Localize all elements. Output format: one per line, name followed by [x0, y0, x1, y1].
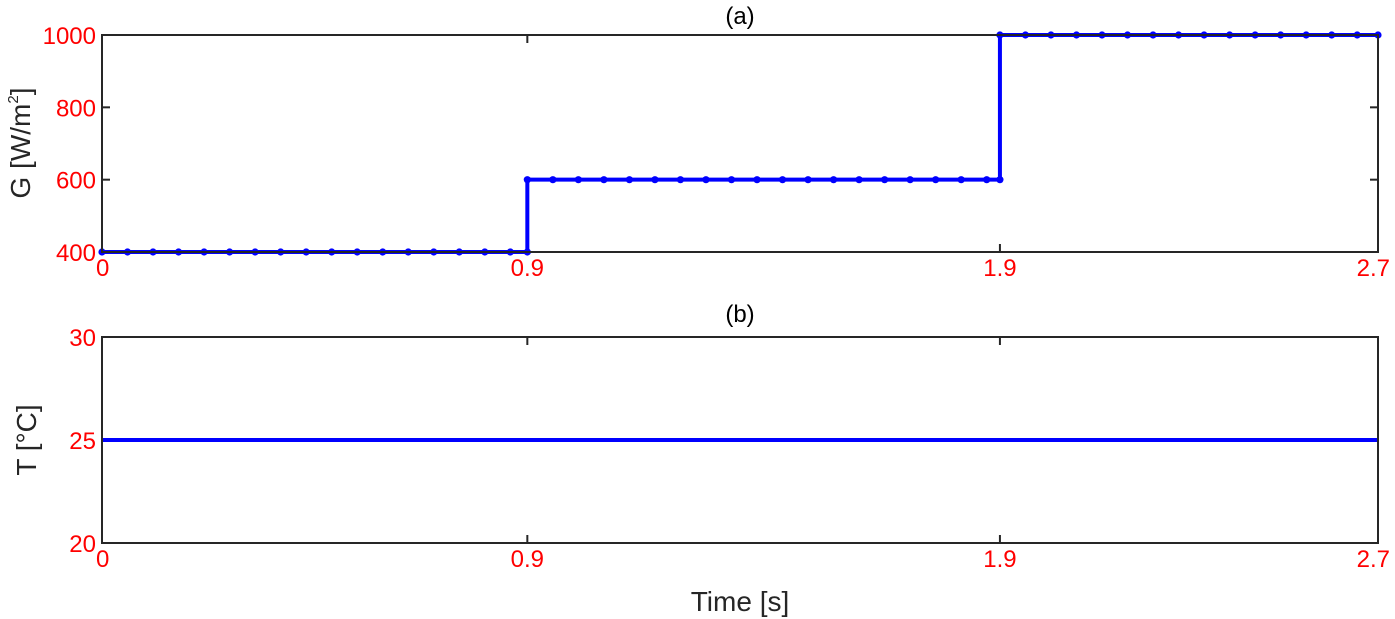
- panel-a-ytick-label: 600: [56, 168, 96, 195]
- panel-a-data-point: [983, 176, 991, 184]
- panel-a-ytick-label: 800: [56, 95, 96, 122]
- panel-a-title: (a): [725, 3, 754, 30]
- panel-a-data-point: [523, 176, 531, 184]
- panel-a-ytick-label: 1000: [43, 23, 96, 50]
- panel-b-tick-labels: 0 0.9 1.9 2.7 20 25 30: [69, 325, 1390, 573]
- panel-b-frame: [101, 336, 1379, 544]
- panel-a-data-point: [651, 176, 659, 184]
- panel-a-data-point: [574, 176, 582, 184]
- panel-a-data-point: [600, 176, 608, 184]
- panel-a-ylabel: G [W/m2]: [5, 88, 36, 199]
- panel-a-xtick-label: 0: [96, 255, 109, 282]
- panel-a-data-point: [549, 176, 557, 184]
- panel-a-data-point: [625, 176, 634, 184]
- panel-b-ytick-label: 25: [69, 428, 96, 455]
- panel-a-xtick-label: 0.9: [511, 255, 544, 282]
- panel-a-ylabel-main: G [W/m: [5, 104, 36, 199]
- panel-b-xtick-label: 0: [96, 546, 109, 573]
- panel-b-xtick-label: 2.7: [1357, 546, 1390, 573]
- panel-a-frame: [101, 34, 1379, 253]
- panel-a-data-point: [778, 176, 787, 184]
- panel-a-data-point: [829, 176, 838, 184]
- panel-a-ylabel-sup: 2: [5, 95, 22, 103]
- panel-b-ylabel: T [°C]: [11, 404, 42, 475]
- panel-a-data-point: [727, 176, 736, 184]
- x-axis-label: Time [s]: [691, 586, 790, 617]
- panel-a-xtick-label: 2.7: [1357, 255, 1390, 282]
- panel-a-tick-labels: 0 0.9 1.9 2.7 400 600 800 1000: [43, 23, 1390, 282]
- panel-a-data-point: [932, 176, 940, 184]
- panel-a-data-point: [855, 176, 863, 184]
- panel-b: (b) T [°C] 0 0.9 1.9 2.7 20 25 30: [11, 301, 1390, 573]
- panel-a-ticks: [101, 34, 1379, 253]
- panel-a-data-point: [957, 176, 965, 184]
- panel-a-plot-area: [98, 31, 1382, 256]
- panel-a-series-line: [102, 33, 1378, 254]
- panel-a-data-point: [996, 176, 1004, 184]
- panel-a-xtick-label: 1.9: [983, 255, 1016, 282]
- panel-a-ytick-label: 400: [56, 240, 96, 267]
- panel-b-ytick-label: 30: [69, 325, 96, 352]
- panel-b-xtick-label: 0.9: [511, 546, 544, 573]
- panel-b-ytick-label: 20: [69, 531, 96, 558]
- panel-a-data-point: [753, 176, 761, 184]
- panel-b-xtick-label: 1.9: [983, 546, 1016, 573]
- panel-a-data-point: [676, 176, 685, 184]
- panel-a-data-point: [881, 176, 889, 184]
- panel-a-data-point: [906, 176, 914, 184]
- panel-b-title: (b): [725, 301, 754, 328]
- panel-a: (a) G [W/m2] 0 0.9 1.9 2.7 400 600 800 1000: [5, 3, 1390, 282]
- panel-a-data-point: [702, 176, 710, 184]
- panel-a-data-point: [804, 176, 812, 184]
- panel-a-ylabel-end: ]: [5, 88, 36, 96]
